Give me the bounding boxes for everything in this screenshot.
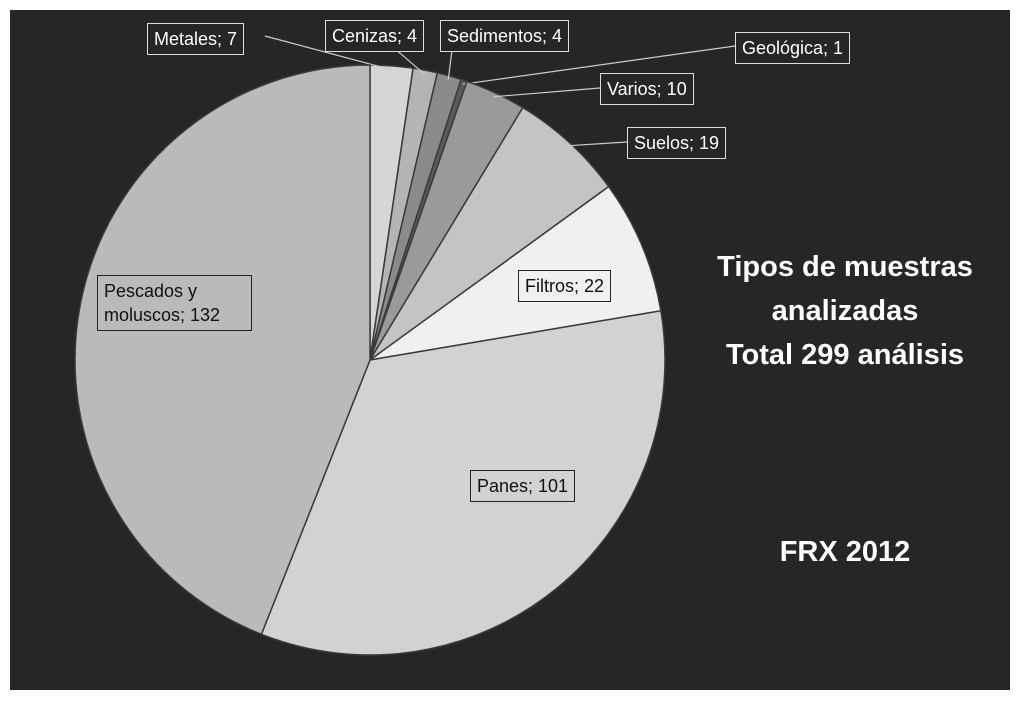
leader-line [493, 87, 601, 98]
leader-line [264, 35, 392, 71]
annotation: FRX 2012 [779, 536, 911, 568]
subtitle: Total 299 análisis [725, 339, 965, 371]
leader-line [447, 49, 453, 80]
data-label: Varios; 10 [600, 73, 694, 105]
data-label: Metales; 7 [147, 23, 245, 55]
leader-line [566, 141, 628, 147]
data-label: Geológica; 1 [735, 32, 851, 64]
pie-slice [369, 185, 662, 361]
pie-slice [260, 309, 666, 656]
data-label: Filtros; 22 [518, 270, 612, 302]
data-label: Pescados y moluscos; 132 [97, 275, 252, 331]
pie-slice [74, 64, 371, 636]
pie-slice [369, 106, 610, 361]
data-label: Panes; 101 [470, 470, 576, 502]
data-label: Sedimentos; 4 [440, 20, 570, 52]
data-label: Suelos; 19 [627, 127, 727, 159]
chart-title: Tipos de muestras analizadas Total 299 a… [680, 245, 1010, 377]
title-text: Tipos de muestras analizadas [717, 251, 973, 327]
data-label: Cenizas; 4 [325, 20, 425, 52]
leader-line [462, 45, 736, 85]
